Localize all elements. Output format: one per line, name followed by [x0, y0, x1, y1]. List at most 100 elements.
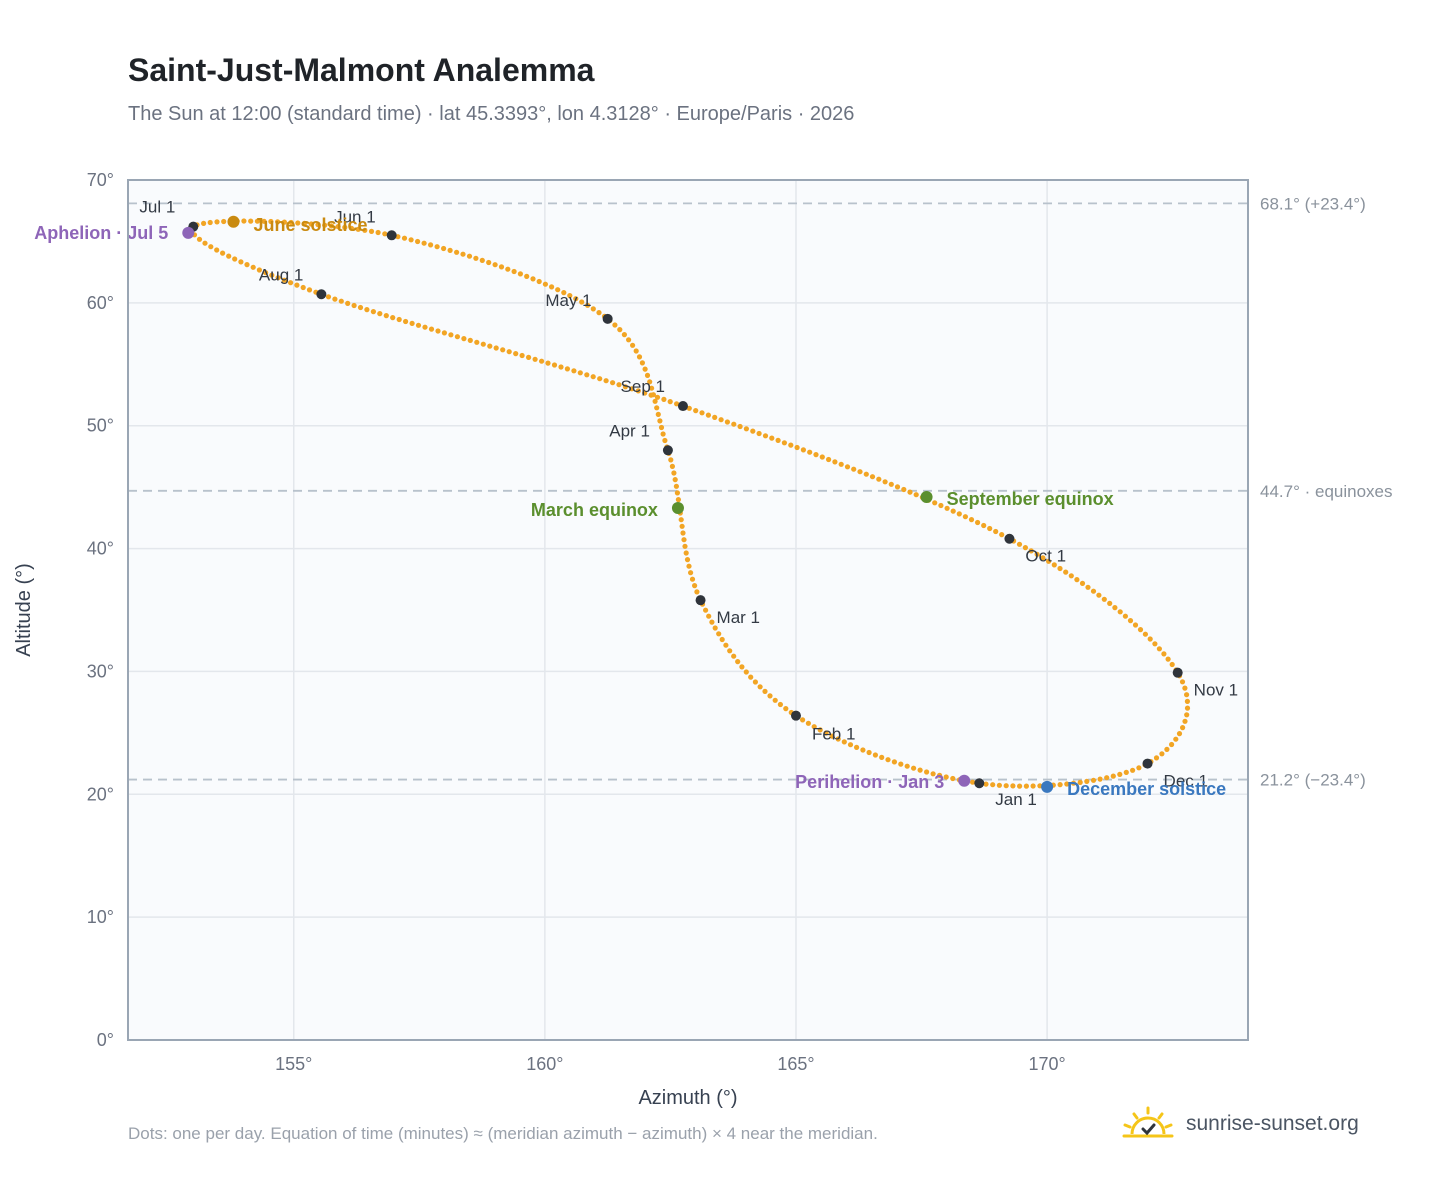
- daily-point: [888, 481, 894, 487]
- daily-point: [348, 225, 355, 231]
- daily-point: [1107, 600, 1113, 607]
- daily-point: [590, 306, 596, 312]
- month-marker: [316, 289, 327, 300]
- daily-point: [1123, 769, 1129, 776]
- event-marker: [182, 226, 195, 239]
- daily-point: [328, 223, 334, 229]
- month-marker-label: Aug 1: [259, 265, 303, 284]
- daily-point: [635, 388, 641, 394]
- month-marker: [1172, 667, 1183, 678]
- month-marker: [386, 230, 397, 241]
- daily-point: [500, 347, 506, 353]
- daily-point: [295, 220, 301, 226]
- daily-point: [630, 342, 636, 348]
- daily-point: [577, 370, 583, 376]
- daily-point: [612, 322, 618, 328]
- daily-point: [567, 293, 573, 299]
- daily-point: [694, 589, 700, 595]
- daily-point: [772, 697, 778, 703]
- daily-point: [1110, 773, 1116, 779]
- daily-point: [300, 284, 306, 291]
- daily-point: [686, 405, 692, 411]
- daily-point: [467, 337, 473, 343]
- daily-point: [486, 259, 492, 266]
- daily-point: [351, 302, 357, 309]
- page-subtitle: The Sun at 12:00 (standard time) · lat 4…: [128, 103, 855, 125]
- daily-point: [705, 412, 712, 418]
- daily-point: [762, 433, 769, 439]
- month-marker: [790, 710, 801, 721]
- daily-point: [675, 497, 682, 503]
- daily-point: [1184, 698, 1190, 705]
- daily-point: [571, 368, 577, 374]
- daily-point: [396, 316, 402, 323]
- daily-point: [757, 684, 763, 690]
- month-marker-label: Apr 1: [609, 421, 650, 440]
- daily-point: [647, 379, 653, 385]
- daily-point: [545, 360, 551, 366]
- daily-point: [993, 528, 999, 535]
- daily-point: [1063, 569, 1069, 575]
- daily-point: [1161, 651, 1167, 657]
- daily-point: [686, 563, 692, 569]
- month-markers: Jan 1 Feb 1 Mar 1 Apr 1 May 1 Jun 1 Jul 1 Aug 1…: [139, 198, 1238, 810]
- daily-point: [679, 523, 685, 529]
- daily-point: [932, 500, 938, 506]
- daily-point: [748, 674, 754, 680]
- y-tick-label: 70°: [87, 170, 114, 190]
- daily-point: [1182, 718, 1188, 724]
- daily-point: [655, 411, 661, 417]
- daily-point: [826, 456, 832, 463]
- daily-point: [617, 327, 623, 333]
- x-tick-label: 160°: [526, 1054, 563, 1074]
- daily-point: [876, 476, 882, 482]
- daily-point: [1084, 778, 1090, 785]
- daily-point: [1074, 577, 1080, 583]
- daily-point: [712, 414, 718, 420]
- daily-point: [693, 408, 699, 414]
- daily-point: [1142, 631, 1148, 637]
- daily-point: [735, 659, 741, 665]
- daily-point: [248, 218, 254, 224]
- daily-point: [894, 484, 901, 490]
- daily-point: [1136, 765, 1142, 771]
- daily-point: [1182, 685, 1188, 691]
- daily-point: [813, 452, 819, 458]
- daily-point: [723, 642, 729, 648]
- daily-point: [1051, 562, 1057, 568]
- daily-point: [1090, 777, 1097, 783]
- daily-point: [447, 247, 453, 253]
- daily-point: [1023, 783, 1029, 789]
- daily-point: [1130, 767, 1136, 773]
- daily-point: [221, 218, 227, 225]
- daily-point: [629, 386, 635, 392]
- event-marker-label: Perihelion · Jan 3: [795, 772, 944, 792]
- month-marker-label: Sep 1: [621, 377, 665, 396]
- daily-point: [441, 245, 447, 252]
- brand-logo[interactable]: sunrise-sunset.org: [1120, 1102, 1390, 1146]
- daily-point: [678, 517, 684, 523]
- footnote: Dots: one per day. Equation of time (min…: [128, 1124, 878, 1143]
- daily-point: [1184, 712, 1190, 718]
- daily-point: [996, 782, 1003, 788]
- daily-point: [214, 247, 220, 253]
- daily-point: [800, 447, 807, 453]
- daily-point: [692, 583, 698, 589]
- daily-point: [1016, 541, 1023, 547]
- daily-point: [684, 557, 691, 563]
- axis-ticks: 155° 160° 165° 170° 0° 10° 20° 30° 40° 50° 60° 70°: [87, 170, 1066, 1074]
- daily-point: [1117, 609, 1123, 615]
- daily-point: [907, 489, 913, 495]
- daily-point: [306, 287, 313, 293]
- event-marker: [1041, 780, 1054, 793]
- x-tick-label: 170°: [1028, 1054, 1065, 1074]
- daily-point: [649, 385, 655, 391]
- daily-point: [1085, 584, 1091, 590]
- daily-point: [1164, 746, 1170, 753]
- event-marker-label: Aphelion · Jul 5: [34, 223, 168, 243]
- daily-point: [1028, 548, 1034, 554]
- daily-point: [1003, 783, 1009, 789]
- daily-point: [498, 264, 505, 270]
- daily-point: [322, 222, 328, 228]
- daily-point: [681, 537, 687, 543]
